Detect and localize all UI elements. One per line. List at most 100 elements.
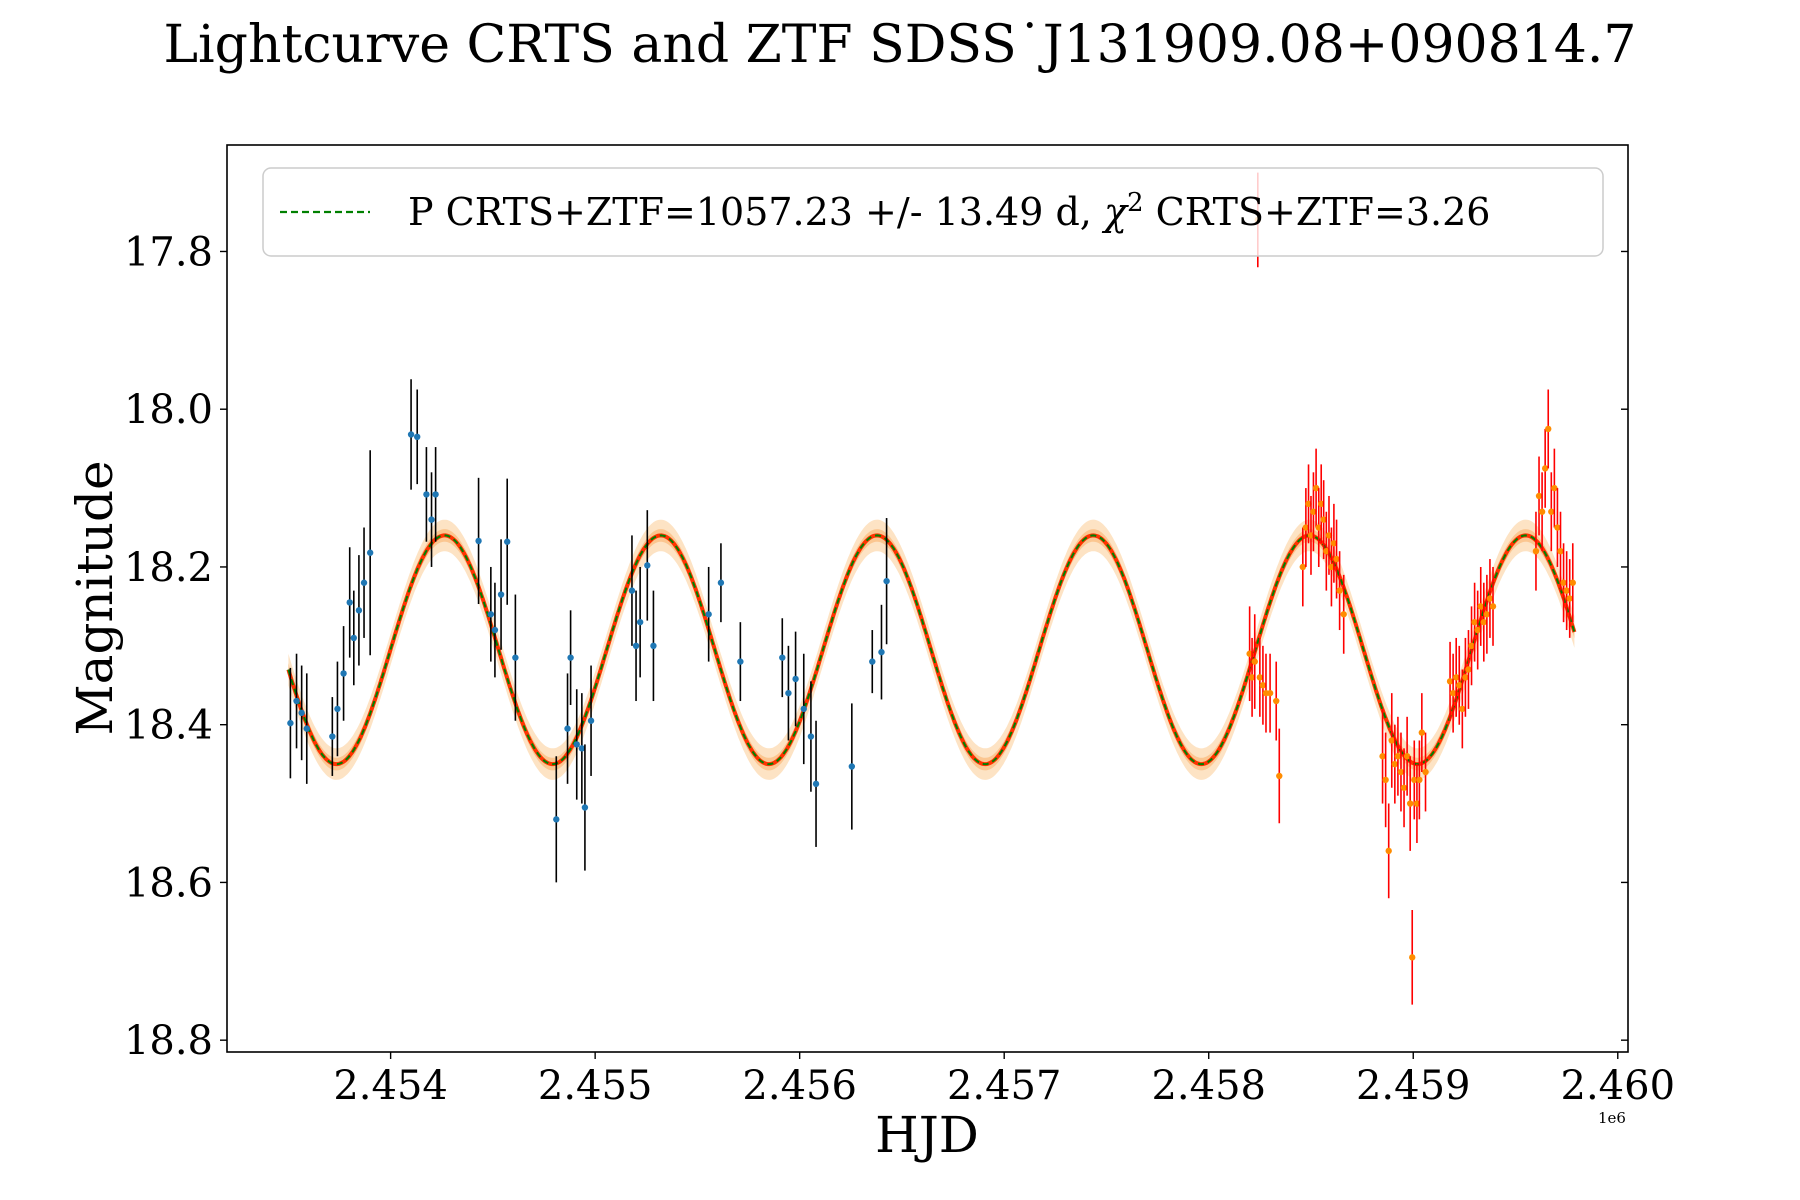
data-point (581, 804, 589, 811)
data-point (340, 670, 347, 677)
y-tick-label: 18.4 (124, 703, 213, 749)
data-point (414, 433, 421, 441)
data-point (848, 763, 856, 770)
data-point (1266, 689, 1274, 697)
y-axis-label: Magnitude (66, 460, 124, 735)
data-point (705, 611, 712, 618)
data-point (1310, 508, 1317, 515)
data-point (287, 719, 294, 727)
data-point (578, 745, 586, 752)
data-point (1248, 674, 1256, 681)
data-point (1477, 603, 1484, 610)
data-point (1388, 737, 1395, 744)
data-point (512, 654, 519, 661)
data-point (587, 717, 595, 724)
data-point (1557, 547, 1564, 555)
data-point (1320, 516, 1327, 523)
legend: P CRTS+ZTF=1057.23 +/- 13.49 d, χ2 CRTS+… (262, 167, 1604, 257)
data-point (491, 626, 499, 634)
data-point (1459, 705, 1466, 713)
data-point (303, 725, 310, 732)
data-point (1551, 484, 1558, 492)
data-point (1535, 492, 1543, 500)
y-tick-label: 18.6 (124, 860, 213, 906)
data-point (1333, 555, 1340, 563)
series-crts (287, 379, 890, 883)
data-point (632, 642, 640, 650)
data-point (1305, 500, 1312, 508)
data-point (1418, 729, 1426, 736)
legend-entry: P CRTS+ZTF=1057.23 +/- 13.49 d, χ2 CRTS+… (408, 188, 1490, 234)
data-point (628, 587, 636, 594)
data-point (1406, 800, 1414, 807)
data-point (564, 725, 571, 732)
data-point (1413, 800, 1421, 807)
series-ztf (1246, 172, 1576, 1005)
data-point (1548, 508, 1555, 515)
data-point (1563, 587, 1570, 594)
x-tick-label: 2.460 (1561, 1063, 1676, 1109)
data-point (1394, 753, 1402, 760)
data-point (423, 491, 430, 498)
data-point (573, 741, 580, 748)
data-point (1452, 674, 1460, 681)
data-point (1312, 484, 1320, 492)
x-tick-label: 2.454 (333, 1063, 448, 1109)
data-point (366, 549, 374, 556)
data-point (737, 658, 744, 665)
data-point (1468, 642, 1475, 650)
data-point (1569, 579, 1576, 586)
data-point (1411, 776, 1418, 784)
data-point (883, 577, 890, 585)
data-point (497, 591, 505, 598)
x-tick-label: 2.457 (947, 1063, 1062, 1109)
x-tick-label: 2.455 (538, 1063, 653, 1109)
data-point (800, 705, 807, 713)
data-point (1538, 508, 1546, 515)
data-point (553, 816, 560, 823)
data-point (1256, 674, 1264, 681)
y-tick-label: 18.8 (124, 1018, 213, 1064)
data-point (1483, 611, 1491, 618)
data-point (1259, 682, 1267, 689)
data-point (1397, 768, 1405, 776)
data-point (1246, 650, 1253, 657)
data-point (1340, 611, 1347, 618)
data-point (475, 537, 482, 545)
data-point (1307, 532, 1315, 539)
data-point (1403, 753, 1411, 760)
data-point (407, 431, 415, 438)
data-point (350, 634, 358, 642)
data-point (1318, 500, 1325, 508)
data-point (487, 611, 495, 618)
y-tick-label: 17.8 (124, 229, 213, 275)
data-point (1330, 540, 1338, 547)
data-point (1465, 666, 1472, 673)
data-point (1566, 595, 1573, 602)
data-point (869, 658, 876, 665)
data-point (878, 648, 885, 656)
data-point (650, 642, 657, 650)
data-point (329, 733, 336, 740)
data-point (779, 654, 786, 661)
data-point (1273, 697, 1280, 705)
y-tick-label: 18.0 (124, 387, 213, 433)
data-point (334, 705, 341, 713)
data-point (644, 562, 651, 569)
x-axis-label: HJD (875, 1106, 979, 1164)
data-point (1456, 682, 1463, 689)
data-point (785, 689, 792, 697)
data-point (1446, 678, 1454, 685)
data-point (1382, 776, 1389, 784)
data-point (812, 780, 820, 788)
data-point (1251, 658, 1258, 665)
legend-box (262, 167, 1604, 257)
data-point (1315, 524, 1322, 531)
y-axis: 17.8 18.0 18.2 18.4 18.6 18.8 (124, 229, 1628, 1064)
data-point (1385, 847, 1392, 855)
data-point (504, 538, 511, 545)
x-axis-offset-label: 1e6 (1598, 1109, 1626, 1127)
data-point (1532, 547, 1540, 555)
x-axis: 2.454 2.455 2.456 2.457 2.458 2.459 2.460 (333, 1052, 1675, 1109)
